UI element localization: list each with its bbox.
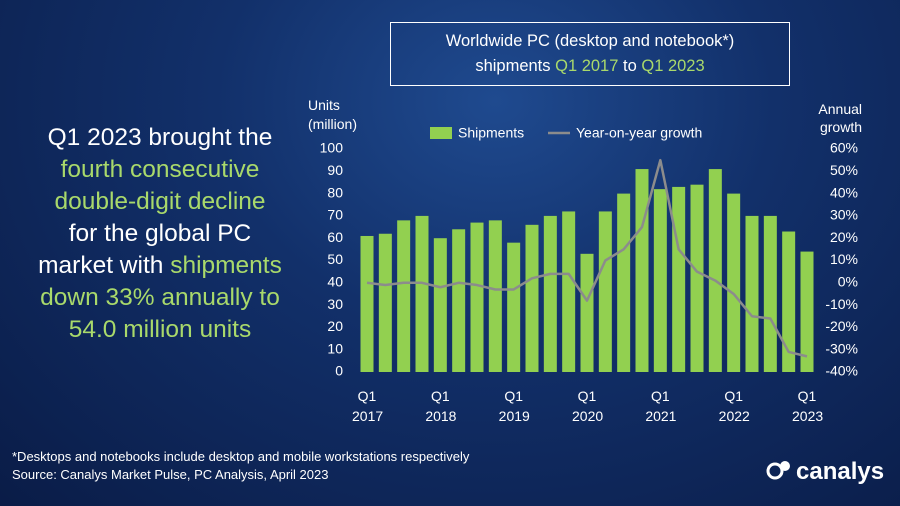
- text-segment: Q1 2017: [555, 57, 619, 75]
- text-segment: down 33% annually to: [40, 284, 280, 311]
- bar: [397, 220, 411, 372]
- bar: [415, 215, 429, 372]
- y2-tick-label: 50%: [830, 162, 858, 178]
- x-tick-label: Q1 2021: [645, 388, 677, 424]
- y-tick-label: 30: [327, 296, 343, 312]
- chart-title: Worldwide PC (desktop and notebook*) ship…: [390, 22, 790, 86]
- bar: [470, 222, 484, 372]
- y2-tick-label: 30%: [830, 207, 858, 223]
- bar: [708, 169, 722, 372]
- text-line: Worldwide PC (desktop and notebook*): [391, 29, 789, 54]
- y-axis-title: Units (million): [308, 97, 357, 132]
- legend-swatch: [430, 127, 452, 139]
- text-segment: shipments: [475, 57, 556, 75]
- bar: [763, 215, 777, 372]
- footnote: *Desktops and notebooks include desktop …: [12, 449, 470, 464]
- text-line: market with shipments: [10, 250, 310, 282]
- bar: [507, 242, 521, 372]
- logo-icon: [766, 461, 790, 480]
- y2-tick-label: 20%: [830, 229, 858, 245]
- y-tick-label: 60: [327, 229, 343, 245]
- text-line: for the global PC: [10, 218, 310, 250]
- x-tick-label: Q1 2019: [498, 388, 530, 424]
- text-segment: Q1 2023 brought the: [47, 124, 273, 151]
- y-tick-label: 100: [320, 140, 344, 156]
- headline: Q1 2023 brought the fourth consecutive dou…: [10, 122, 310, 346]
- text-line: Q1 2023 brought the: [10, 122, 310, 154]
- y2-axis-title: Annual growth: [818, 101, 862, 135]
- text-segment: Q1 2023: [641, 57, 705, 75]
- bar: [782, 231, 796, 372]
- y2-tick-label: -30%: [825, 340, 858, 356]
- bar: [543, 215, 557, 372]
- bar: [488, 220, 502, 372]
- y-tick-label: 70: [327, 207, 343, 223]
- x-tick-label: Q1 2018: [425, 388, 457, 424]
- x-tick-label: Q1 2020: [572, 388, 604, 424]
- bar: [800, 251, 814, 372]
- text-segment: Worldwide PC (desktop and notebook*): [445, 32, 735, 50]
- y2-tick-label: -20%: [825, 318, 858, 334]
- text-segment: market with: [38, 252, 171, 279]
- y-tick-label: 50: [327, 251, 343, 267]
- bar: [525, 224, 539, 372]
- text-segment: for the global PC: [68, 220, 252, 247]
- y-tick-label: 20: [327, 318, 343, 334]
- text-segment: to: [618, 57, 642, 75]
- text-segment: double-digit decline: [54, 188, 266, 215]
- bar: [745, 215, 759, 372]
- source: Source: Canalys Market Pulse, PC Analysi…: [12, 467, 329, 482]
- legend-label: Shipments: [458, 125, 524, 141]
- y2-tick-label: 60%: [830, 140, 858, 156]
- bar: [452, 229, 466, 372]
- text-line: 54.0 million units: [10, 314, 310, 346]
- y-tick-label: 80: [327, 184, 343, 200]
- text-segment: shipments: [170, 252, 282, 279]
- y-tick-label: 40: [327, 274, 343, 290]
- logo: canalys: [796, 458, 885, 485]
- bar: [360, 235, 374, 372]
- y2-tick-label: 10%: [830, 251, 858, 267]
- bar: [617, 193, 631, 372]
- y-tick-label: 10: [327, 340, 343, 356]
- text-line: shipments Q1 2017 to Q1 2023: [391, 54, 789, 79]
- y2-tick-label: 0%: [838, 274, 858, 290]
- bar: [562, 211, 576, 372]
- y-tick-label: 0: [335, 363, 343, 379]
- text-segment: 54.0 million units: [68, 316, 252, 343]
- text-segment: fourth consecutive: [60, 156, 260, 183]
- text-line: fourth consecutive: [10, 154, 310, 186]
- text-line: double-digit decline: [10, 186, 310, 218]
- bar: [672, 186, 686, 372]
- bar: [598, 211, 612, 372]
- bar: [635, 169, 649, 372]
- legend-label: Year-on-year growth: [576, 125, 702, 141]
- y2-tick-label: -10%: [825, 296, 858, 312]
- bar: [433, 238, 447, 372]
- bar: [727, 193, 741, 372]
- y2-tick-label: -40%: [825, 363, 858, 379]
- text-line: down 33% annually to: [10, 282, 310, 314]
- bar: [378, 233, 392, 372]
- y-tick-label: 90: [327, 162, 343, 178]
- bar: [653, 189, 667, 372]
- x-tick-label: Q1 2017: [352, 388, 384, 424]
- y2-tick-label: 40%: [830, 184, 858, 200]
- line: [366, 158, 808, 358]
- bar: [580, 253, 594, 372]
- bar: [690, 184, 704, 372]
- x-tick-label: Q1 2023: [792, 388, 824, 424]
- x-tick-label: Q1 2022: [718, 388, 750, 424]
